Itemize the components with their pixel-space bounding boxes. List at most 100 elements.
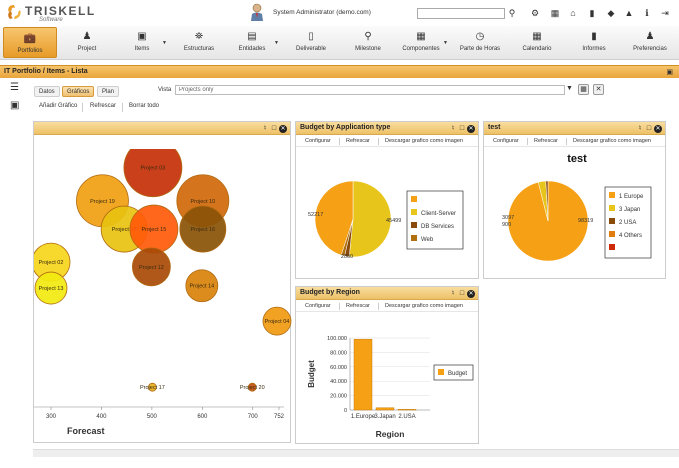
pin-icon[interactable]: ♮: [638, 125, 642, 132]
sitemap-icon[interactable]: ▦: [550, 8, 560, 18]
vista-select[interactable]: [175, 85, 565, 95]
bubble-chart: Project 03 Project 19 Project 10 Project 08…: [34, 149, 292, 436]
app-type-panel: Budget by Application type ♮ □ ✕ Configura…: [295, 121, 479, 279]
logout-icon[interactable]: ⇥: [661, 8, 669, 18]
bank-icon: ⛯: [195, 31, 203, 42]
clock-icon: ◷: [475, 31, 485, 42]
legend-swatch: [411, 196, 417, 202]
tab-datos[interactable]: Datos: [34, 86, 60, 97]
separator: [378, 303, 379, 310]
nav-project[interactable]: ♟ Project: [62, 26, 112, 60]
panel-header: Budget by Application type ♮ □ ✕: [296, 122, 478, 135]
close-icon[interactable]: ✕: [593, 84, 604, 95]
add-chart-button[interactable]: Añadir Gráfico: [39, 103, 78, 109]
download-button[interactable]: Descargar grafico como imagen: [385, 303, 463, 309]
x-axis-label: Region: [376, 429, 405, 439]
nav-milestone[interactable]: ⚲ Milestone: [348, 26, 388, 60]
clear-all-button[interactable]: Borrar todo: [129, 103, 160, 109]
briefcase-icon: 💼: [23, 33, 37, 44]
tab-label: Datos: [39, 89, 55, 95]
tag-icon[interactable]: ◆: [607, 8, 615, 18]
save-view-icon[interactable]: ▦: [578, 84, 589, 95]
refresh-button[interactable]: Refrescar: [90, 103, 117, 109]
bubble-chart-panel: ♮ □ ✕ Project 03 Project 19 Project 10 Projec…: [33, 121, 292, 443]
refresh-button[interactable]: Refrescar: [346, 303, 370, 309]
search-input[interactable]: [417, 8, 505, 19]
download-button[interactable]: Descargar grafico como imagen: [573, 138, 651, 144]
chevron-down-icon[interactable]: ▼: [443, 40, 448, 46]
legend-label: 4 Others: [619, 233, 642, 239]
x-tick-label: 300: [46, 414, 57, 420]
pin-icon[interactable]: ♮: [263, 125, 267, 132]
info-icon[interactable]: ℹ: [645, 8, 649, 18]
settings-icon[interactable]: ⚙: [530, 8, 540, 18]
bar: [353, 338, 373, 411]
nav-entidades[interactable]: ▤ Entidades: [232, 26, 272, 60]
nav-portfolios[interactable]: 💼 Portfolios: [3, 27, 57, 58]
refresh-button[interactable]: Refrescar: [346, 138, 370, 144]
box-icon[interactable]: ▣: [10, 100, 20, 111]
grid-icon: ▦: [416, 31, 426, 42]
legend-label: Web: [421, 237, 434, 243]
window-icon[interactable]: ▣: [666, 69, 673, 76]
people-icon: ♟: [82, 31, 92, 42]
legend-swatch: [411, 209, 417, 215]
user-name[interactable]: System Administrator (demo.com): [273, 9, 371, 16]
legend-label: 1 Europe: [619, 194, 644, 200]
nav-parte-de-horas[interactable]: ◷ Parte de Horas: [456, 26, 504, 60]
refresh-button[interactable]: Refrescar: [534, 138, 558, 144]
pin-icon[interactable]: ♮: [451, 125, 455, 132]
chart-actions: Añadir Gráfico Refrescar Borrar todo: [34, 103, 664, 113]
search-icon[interactable]: ⚲: [508, 8, 516, 18]
bubble-label: Project 19: [90, 199, 115, 205]
configure-button[interactable]: Configurar: [493, 138, 519, 144]
close-icon[interactable]: ✕: [654, 125, 662, 133]
close-icon[interactable]: ✕: [279, 125, 287, 133]
tab-graficos[interactable]: Gráficos: [62, 86, 95, 97]
x-tick-label: 500: [147, 414, 158, 420]
pin-icon[interactable]: ♮: [451, 290, 455, 297]
download-button[interactable]: Descargar grafico como imagen: [385, 138, 463, 144]
close-icon[interactable]: ✕: [467, 290, 475, 298]
home-icon[interactable]: ⌂: [570, 8, 576, 18]
warning-icon[interactable]: ▲: [624, 8, 634, 18]
unlock-icon[interactable]: □: [271, 125, 277, 132]
chevron-down-icon[interactable]: ▼: [566, 85, 573, 92]
unlock-icon[interactable]: □: [459, 125, 465, 132]
chevron-down-icon[interactable]: ▼: [274, 40, 279, 46]
layers-icon[interactable]: ☰: [10, 82, 19, 93]
chevron-down-icon[interactable]: ▼: [162, 40, 167, 46]
x-tick-label: 752: [274, 414, 285, 420]
x-tick-label: 700: [248, 414, 259, 420]
x-tick-label: 1.Europe: [351, 414, 376, 420]
configure-button[interactable]: Configurar: [305, 303, 331, 309]
configure-button[interactable]: Configurar: [305, 138, 331, 144]
nav-calendario[interactable]: ▦ Calendario: [516, 26, 558, 60]
unlock-icon[interactable]: □: [459, 290, 465, 297]
panel-header: test ♮ □ ✕: [484, 122, 665, 135]
app-type-pie-chart: 52217 45499 2000 Client-Server DB Services We…: [308, 180, 464, 260]
panel-controls: ♮ □ ✕: [260, 124, 287, 133]
user-avatar-icon[interactable]: [249, 2, 265, 22]
nav-estructuras[interactable]: ⛯ Estructuras: [176, 26, 222, 60]
bubble-label: Project 04: [265, 319, 290, 325]
main-nav: 💼 Portfolios ♟ Project ▼ ▣ Items ⛯ Estru…: [0, 26, 679, 60]
nav-informes[interactable]: ▮ Informes: [574, 26, 614, 60]
nav-preferencias[interactable]: ♟ Preferencias: [627, 26, 673, 60]
bubble-label: Project 14: [189, 284, 214, 290]
nav-label: Preferencias: [633, 46, 667, 52]
bookmark-icon[interactable]: ▮: [589, 8, 595, 18]
legend-box: [433, 364, 474, 381]
panel-title: Budget by Application type: [300, 124, 391, 131]
separator: [82, 103, 83, 112]
unlock-icon[interactable]: □: [646, 125, 652, 132]
bubble-label: Project 02: [39, 260, 64, 266]
nav-items[interactable]: ▣ Items: [122, 26, 162, 60]
box-icon: ▣: [137, 31, 147, 42]
tab-plan[interactable]: Plan: [97, 86, 120, 97]
close-icon[interactable]: ✕: [467, 125, 475, 133]
bubble: [185, 269, 219, 303]
nav-deliverable[interactable]: ▯ Deliverable: [290, 26, 332, 60]
nav-componentes[interactable]: ▦ Componentes: [398, 26, 444, 60]
logo[interactable]: TRISKELL Software: [6, 4, 94, 24]
